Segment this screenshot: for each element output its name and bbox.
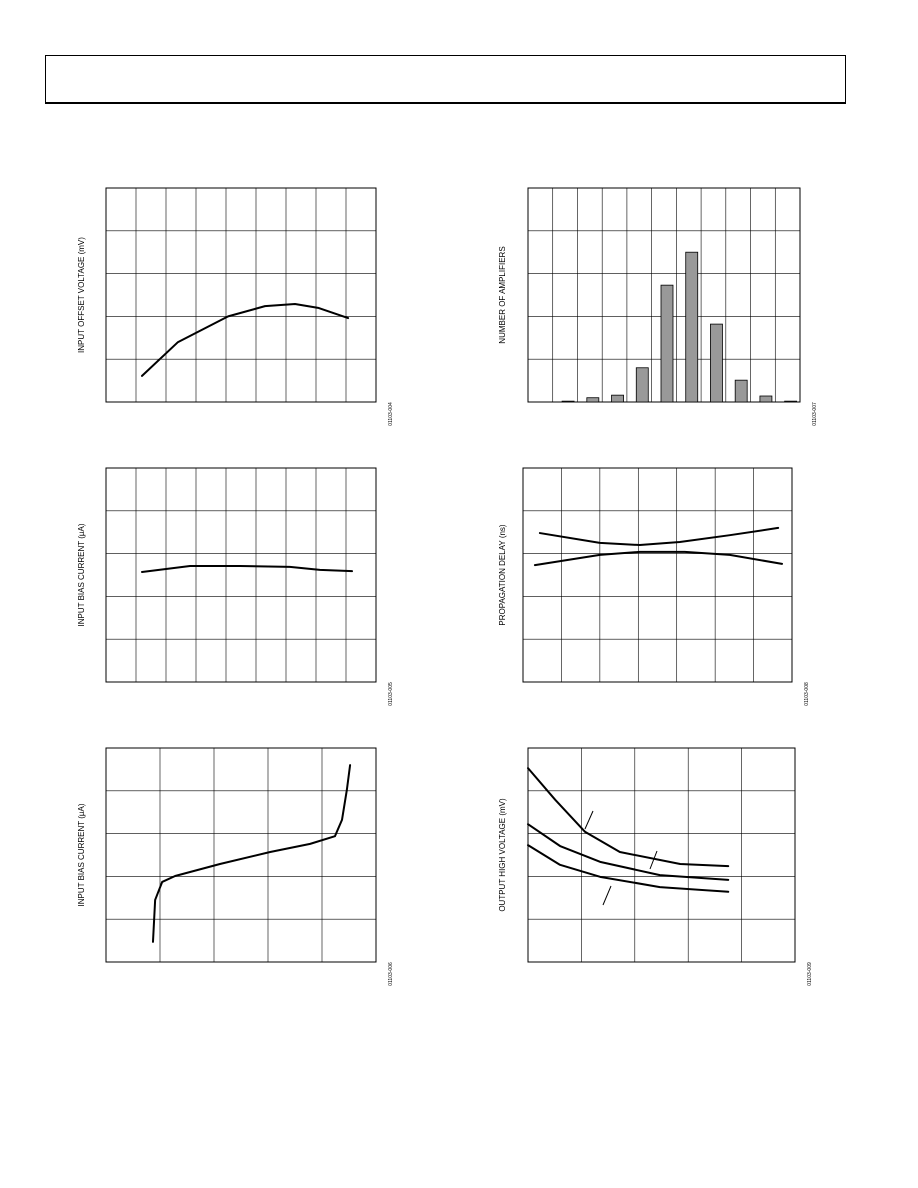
y-axis-label: NUMBER OF AMPLIFIERS <box>498 246 507 343</box>
y-axis-label: INPUT BIAS CURRENT (µA) <box>77 523 86 626</box>
annotation-arrows <box>584 810 658 906</box>
plot-frame <box>105 467 377 683</box>
header-box <box>45 55 846 103</box>
bar <box>685 251 699 403</box>
bar <box>611 394 624 403</box>
curve <box>533 550 784 567</box>
arrow <box>584 810 594 830</box>
bar <box>759 395 773 403</box>
curve <box>538 526 780 547</box>
figure-id: 01103-004 <box>388 402 394 426</box>
figure-id: 01103-007 <box>812 402 818 426</box>
plot-frame <box>105 747 377 963</box>
figure-id: 01103-008 <box>804 682 810 706</box>
y-axis-label: OUTPUT HIGH VOLTAGE (mV) <box>498 798 507 912</box>
bar <box>561 400 575 403</box>
curve <box>527 823 730 881</box>
curve <box>527 844 730 893</box>
bar <box>734 379 748 403</box>
y-axis-label: PROPAGATION DELAY (ns) <box>498 524 507 626</box>
arrow <box>602 885 612 906</box>
figure-id: 01103-005 <box>388 682 394 706</box>
bar <box>784 400 798 403</box>
plot-frame <box>105 187 377 403</box>
curve <box>527 767 730 868</box>
bar <box>586 397 600 403</box>
bar <box>660 284 674 403</box>
arrow <box>649 850 658 870</box>
figure-id: 01103-006 <box>388 962 394 986</box>
bar <box>710 323 723 403</box>
y-axis-label: INPUT OFFSET VOLTAGE (mV) <box>77 237 86 353</box>
curve <box>141 565 353 574</box>
figure-id: 01103-009 <box>807 962 813 986</box>
plot-frame <box>527 747 796 963</box>
y-axis-label: INPUT BIAS CURRENT (µA) <box>77 803 86 906</box>
bar <box>635 367 649 403</box>
curve <box>141 302 350 377</box>
curve <box>151 764 352 943</box>
plot-frame <box>522 467 793 683</box>
